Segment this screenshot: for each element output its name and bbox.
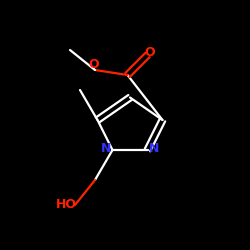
Text: HO: HO bbox=[56, 198, 77, 211]
Text: N: N bbox=[101, 142, 112, 155]
Text: O: O bbox=[88, 58, 99, 71]
Text: O: O bbox=[145, 46, 155, 59]
Text: N: N bbox=[148, 142, 159, 155]
